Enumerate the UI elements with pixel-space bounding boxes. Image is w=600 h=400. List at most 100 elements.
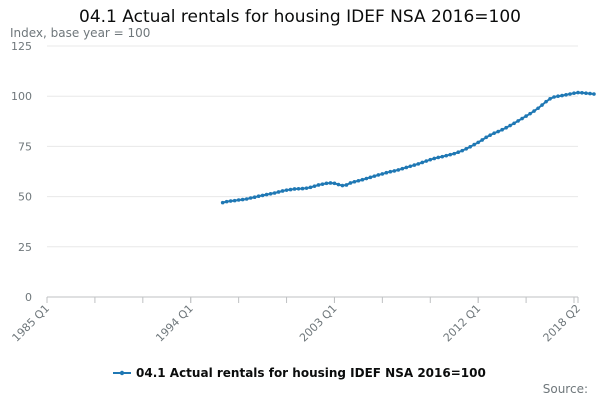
data-point [428,157,433,162]
data-point [532,109,536,113]
data-point [308,185,313,190]
data-point [476,140,480,145]
legend[interactable]: 04.1 Actual rentals for housing IDEF NSA… [113,366,486,380]
data-point [444,153,449,158]
data-point [508,123,512,128]
series-line [222,91,595,204]
data-point [504,125,508,130]
data-point [536,106,540,111]
data-point [388,169,393,174]
data-point [412,163,417,167]
data-point [236,198,241,202]
data-point [548,97,552,101]
data-point [552,95,556,99]
data-point [316,183,321,187]
data-point [560,93,564,98]
data-point [580,90,584,95]
data-point [564,92,568,97]
data-point [516,119,520,123]
data-point [292,187,297,191]
data-point [420,160,425,165]
y-tick-label: 0 [25,291,32,304]
data-point [348,181,353,185]
data-point [280,189,285,193]
data-point [248,196,253,200]
x-axis-ticks: 1985 Q1 1994 Q1 2003 Q1 2012 Q1 2018 Q2 [10,297,584,345]
data-point [344,183,349,187]
data-point [368,175,373,180]
data-point [272,191,277,195]
data-point [520,116,524,121]
data-point [572,91,576,95]
y-tick-label: 75 [18,140,32,153]
data-point [396,168,401,172]
data-point [528,111,532,116]
data-point [224,199,229,204]
data-point [440,154,445,159]
data-point [324,181,329,186]
data-point [284,188,289,192]
data-point [468,145,473,149]
data-point [452,151,457,156]
data-point [328,181,333,185]
data-point [228,199,233,203]
data-point [484,135,488,140]
data-point [256,194,261,198]
data-point [380,172,385,176]
data-point [220,200,225,205]
data-point [304,186,309,190]
y-tick-label: 125 [11,40,32,53]
data-point [372,174,377,178]
x-tick-label: 1994 Q1 [153,302,196,345]
y-axis-subtitle: Index, base year = 100 [10,26,151,40]
data-point [288,187,293,192]
data-point [448,152,453,157]
data-point [312,184,317,188]
data-point [276,190,281,194]
data-point [588,91,592,96]
data-point [556,94,560,98]
x-tick-label: 2018 Q2 [541,302,584,345]
data-point [544,99,548,104]
data-point [584,91,588,95]
data-point [500,127,504,132]
data-point [576,90,580,95]
data-point [232,198,237,203]
data-point [424,159,429,163]
legend-label[interactable]: 04.1 Actual rentals for housing IDEF NSA… [136,366,486,380]
data-point [488,133,492,137]
y-axis-ticks: 0 25 50 75 100 125 [11,40,32,304]
legend-marker [119,370,125,376]
data-point [264,192,269,197]
data-point [352,179,357,184]
data-point [460,148,465,153]
data-point [568,92,572,96]
data-point [320,182,325,186]
chart-title: 04.1 Actual rentals for housing IDEF NSA… [79,7,521,27]
x-tick-label: 1985 Q1 [10,302,53,345]
gridlines [47,45,578,248]
data-point [456,150,461,155]
data-point [356,178,361,183]
data-point [260,193,265,198]
data-point [392,169,397,173]
data-point [480,138,484,142]
data-point [416,162,421,166]
data-point [400,166,405,171]
data-point [384,170,389,175]
data-point [540,103,544,107]
data-point [336,182,341,187]
data-point [432,156,437,161]
data-point [512,121,516,126]
data-point [252,195,257,199]
y-tick-label: 25 [18,241,32,254]
data-point [464,147,469,151]
y-tick-label: 50 [18,191,32,204]
x-tick-label: 2012 Q1 [441,302,484,345]
data-point [300,186,305,191]
x-tick-label: 2003 Q1 [297,302,340,345]
data-point [360,177,365,182]
data-point [436,155,441,160]
data-point [240,197,245,202]
